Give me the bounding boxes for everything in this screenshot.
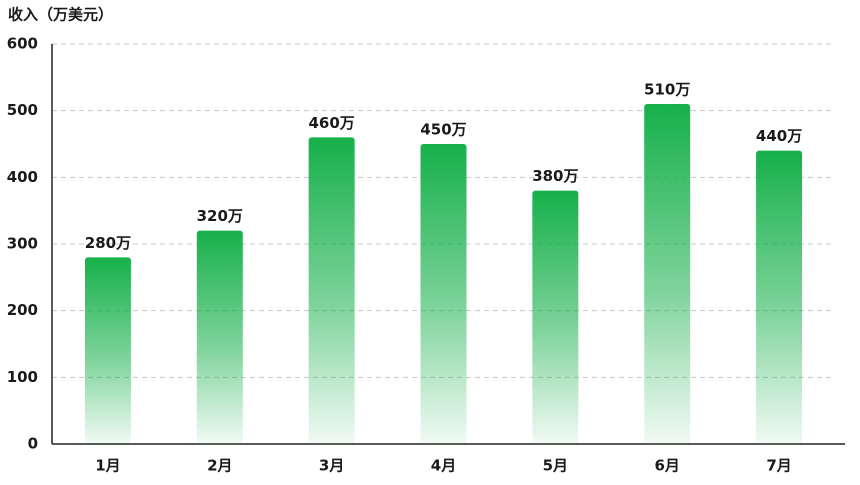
y-tick-label: 200 bbox=[7, 301, 38, 319]
bar bbox=[532, 190, 579, 444]
y-tick-label: 0 bbox=[28, 435, 38, 453]
value-label: 380万 bbox=[532, 167, 578, 185]
y-tick-label: 100 bbox=[7, 368, 38, 386]
x-tick-label: 2月 bbox=[207, 457, 232, 475]
value-label: 280万 bbox=[85, 234, 131, 252]
value-label: 510万 bbox=[644, 81, 690, 99]
y-tick-label: 600 bbox=[7, 35, 38, 53]
x-tick-label: 6月 bbox=[654, 457, 679, 475]
value-label: 320万 bbox=[197, 207, 243, 225]
chart-title: 收入（万美元） bbox=[8, 6, 113, 24]
value-label: 460万 bbox=[308, 114, 354, 132]
bar bbox=[420, 144, 467, 444]
x-tick-label: 7月 bbox=[766, 457, 791, 475]
x-tick-label: 4月 bbox=[431, 457, 456, 475]
y-tick-label: 500 bbox=[7, 101, 38, 119]
bar bbox=[84, 257, 131, 444]
bar bbox=[644, 104, 691, 444]
y-tick-label: 300 bbox=[7, 235, 38, 253]
y-tick-label: 400 bbox=[7, 168, 38, 186]
bar bbox=[756, 150, 803, 444]
value-label: 440万 bbox=[756, 127, 802, 145]
bar bbox=[308, 137, 355, 445]
x-tick-label: 5月 bbox=[543, 457, 568, 475]
x-tick-label: 1月 bbox=[95, 457, 120, 475]
value-label: 450万 bbox=[420, 121, 466, 139]
x-tick-label: 3月 bbox=[319, 457, 344, 475]
bar bbox=[196, 230, 243, 444]
